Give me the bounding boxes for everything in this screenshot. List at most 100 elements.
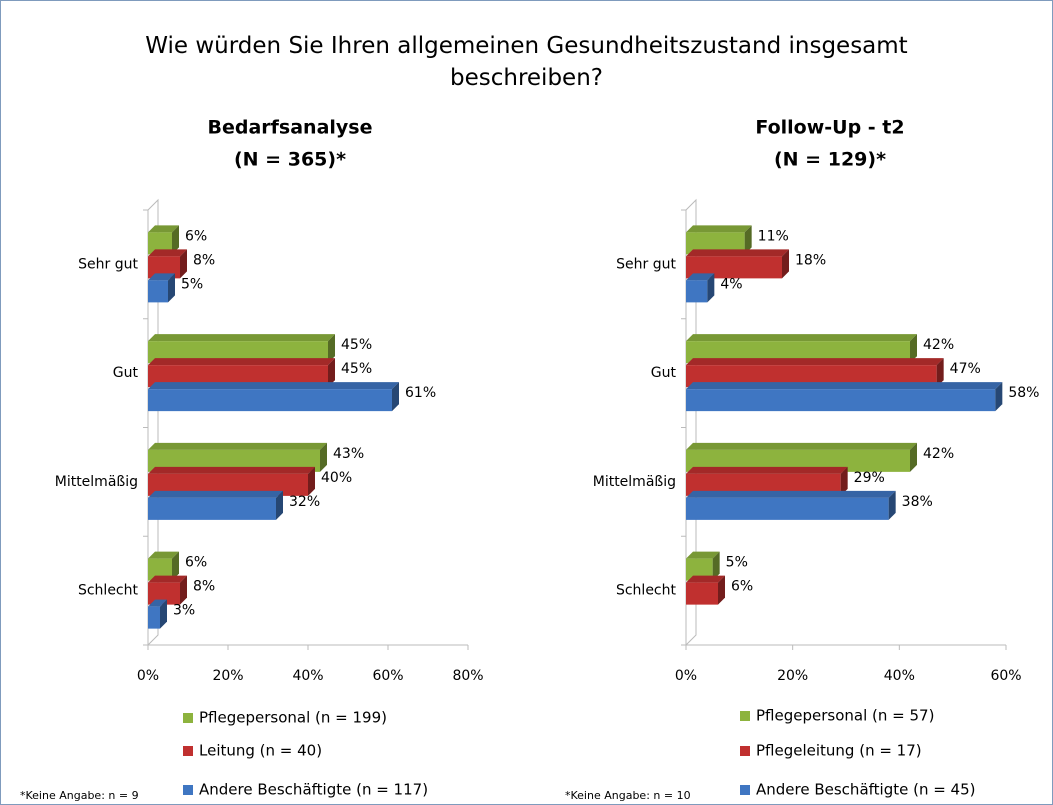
bar-top <box>148 490 283 498</box>
bar-top <box>686 551 720 559</box>
bar <box>686 389 996 412</box>
bar <box>148 558 172 581</box>
bar-side <box>276 490 283 520</box>
bar-top <box>148 551 179 559</box>
bar-top <box>148 599 167 607</box>
bar-top <box>686 249 789 257</box>
data-label: 6% <box>731 579 753 595</box>
bar-top <box>686 575 725 583</box>
x-tick-label: 60% <box>990 668 1021 684</box>
bar <box>686 341 910 364</box>
y-tick-label: Gut <box>651 365 677 381</box>
data-label: 45% <box>341 361 372 377</box>
bar-side <box>840 466 848 496</box>
legend-label: Andere Beschäftigte (n = 117) <box>199 781 428 799</box>
data-label: 42% <box>923 446 954 462</box>
bar-side <box>718 575 725 605</box>
y-tick-label: Gut <box>113 365 139 381</box>
data-label: 42% <box>923 337 954 353</box>
y-tick-label: Mittelmäßig <box>55 474 138 490</box>
bar <box>686 449 910 472</box>
bar-side <box>712 551 720 581</box>
bar <box>148 256 180 279</box>
main-title: Wie würden Sie Ihren allgemeinen Gesundh… <box>145 33 908 91</box>
bar-side <box>160 599 167 629</box>
legend-label: Pflegepersonal (n = 199) <box>199 709 387 727</box>
x-tick-label: 0% <box>675 668 697 684</box>
bar-side <box>707 273 715 303</box>
bar-side <box>172 225 179 255</box>
bar-top <box>148 358 335 366</box>
bar <box>686 497 889 520</box>
bar-top <box>686 225 752 233</box>
bar-top <box>686 490 896 498</box>
legend-swatch <box>740 785 750 795</box>
bar <box>686 365 937 388</box>
bar-top <box>686 358 944 366</box>
bar <box>686 582 718 605</box>
bar <box>148 341 328 364</box>
x-tick-label: 20% <box>212 668 243 684</box>
bar <box>686 473 841 496</box>
data-label: 43% <box>333 446 364 462</box>
legend-swatch <box>183 746 193 756</box>
bar-side <box>328 358 335 388</box>
data-label: 18% <box>795 252 826 268</box>
data-label: 32% <box>289 494 320 510</box>
legend-label: Pflegeleitung (n = 17) <box>756 742 922 760</box>
footnote: *Keine Angabe: n = 10 <box>565 789 691 802</box>
data-label: 38% <box>902 494 933 510</box>
bar-top <box>148 382 399 390</box>
bar-top <box>148 225 179 233</box>
data-label: 58% <box>1008 385 1039 401</box>
bar-side <box>320 442 327 472</box>
bar-side <box>328 334 335 364</box>
bar <box>148 473 308 496</box>
x-tick-label: 40% <box>292 668 323 684</box>
bar-side <box>910 442 917 472</box>
bar-top <box>686 466 848 474</box>
bar-top <box>148 442 327 450</box>
data-label: 61% <box>405 385 436 401</box>
data-label: 3% <box>173 603 195 619</box>
data-label: 11% <box>758 228 789 244</box>
data-label: 4% <box>720 276 742 292</box>
legend-swatch <box>740 746 750 756</box>
bar <box>148 497 276 520</box>
data-label: 40% <box>321 470 352 486</box>
bar <box>686 280 708 303</box>
footnote: *Keine Angabe: n = 9 <box>20 789 139 802</box>
chart-subtitle: (N = 129)* <box>774 149 886 171</box>
bar-side <box>995 382 1003 412</box>
data-label: 29% <box>854 470 885 486</box>
y-tick-label: Schlecht <box>78 583 139 599</box>
bar-side <box>744 225 752 255</box>
bar-top <box>686 273 715 281</box>
legend-label: Leitung (n = 40) <box>199 742 322 760</box>
bar-top <box>148 466 315 474</box>
data-label: 6% <box>185 555 207 571</box>
bar <box>148 280 168 303</box>
data-label: 8% <box>193 252 215 268</box>
x-tick-label: 0% <box>137 668 159 684</box>
chart-subtitle: Follow-Up - t2 <box>755 117 904 139</box>
x-tick-label: 60% <box>372 668 403 684</box>
bar <box>148 365 328 388</box>
bar-side <box>392 382 399 412</box>
bar-side <box>936 358 944 388</box>
bar-top <box>686 382 1003 390</box>
y-tick-label: Mittelmäßig <box>593 474 676 490</box>
bar <box>148 232 172 255</box>
chart-subtitle: (N = 365)* <box>234 149 346 171</box>
data-label: 47% <box>950 361 981 377</box>
x-tick-label: 40% <box>884 668 915 684</box>
bar-top <box>148 334 335 342</box>
bar <box>686 558 713 581</box>
bar <box>148 606 160 629</box>
legend-swatch <box>183 785 193 795</box>
bar-side <box>888 490 896 520</box>
bar <box>686 232 745 255</box>
bar-side <box>180 575 187 605</box>
bar-side <box>180 249 187 279</box>
legend-label: Pflegepersonal (n = 57) <box>756 707 934 725</box>
